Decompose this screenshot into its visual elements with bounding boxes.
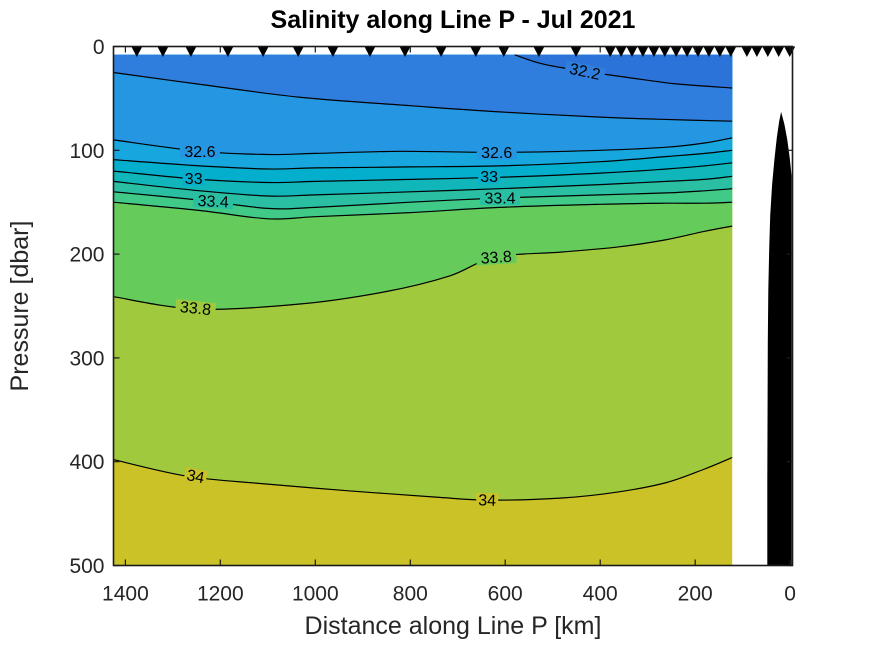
contour-label-text: 32.6 [481, 145, 512, 162]
contour-label-group: 34 [475, 492, 499, 510]
contour-label-mask [478, 169, 501, 184]
contour-label-mask [182, 171, 205, 186]
contour-line-32.4 [113, 71, 733, 122]
x-tick-label: 0 [784, 583, 796, 606]
y-tick-label: 300 [69, 347, 104, 370]
station-marker-triangle [681, 46, 693, 57]
station-marker-triangle [648, 46, 660, 57]
contour-label-group: 32.6 [476, 145, 517, 162]
chart-title: Salinity along Line P - Jul 2021 [271, 6, 636, 34]
contour-label-mask [480, 191, 520, 205]
station-marker-triangle [470, 46, 482, 57]
station-marker-triangle [773, 46, 785, 57]
contour-line-32.2 [514, 54, 733, 89]
contour-label-group: 32.6 [179, 144, 220, 161]
contour-label-text: 33 [480, 169, 498, 186]
contour-label-mask [192, 193, 234, 210]
y-tick-label: 400 [69, 451, 104, 474]
station-marker-triangle [327, 46, 339, 57]
station-marker-triangle [570, 46, 582, 57]
bathymetry-wedge [767, 111, 792, 566]
x-tick-label: 400 [583, 583, 618, 606]
station-marker-triangle [762, 46, 774, 57]
station-marker-triangle [364, 46, 376, 57]
contour-fill-bands [113, 54, 733, 566]
contour-label-mask [179, 144, 220, 159]
station-marker-triangle [435, 46, 447, 57]
contour-line-33.6 [113, 201, 733, 220]
x-axis-label: Distance along Line P [km] [305, 612, 602, 640]
contour-label-mask [174, 299, 217, 318]
x-tick-label: 600 [488, 583, 523, 606]
contour-label-text: 32.2 [568, 61, 602, 84]
station-marker-triangle [703, 46, 715, 57]
contour-label-group: 34 [183, 467, 208, 487]
contour-label-text: 33.4 [484, 191, 515, 208]
station-marker-triangle [615, 46, 627, 57]
y-tick-label: 200 [69, 244, 104, 267]
station-marker-triangle [637, 46, 649, 57]
station-marker-triangle [725, 46, 737, 57]
x-tick-label: 1400 [102, 583, 149, 606]
contour-label-mask [476, 145, 517, 160]
contour-label-text: 32.6 [184, 144, 215, 161]
contour-line-32.6 [113, 137, 733, 156]
station-marker-triangle [604, 46, 616, 57]
x-tick-label: 1000 [292, 583, 339, 606]
station-marker-triangle [741, 46, 753, 57]
contour-label-text: 34 [478, 492, 496, 510]
contour-label-group: 33.8 [475, 248, 517, 268]
contour-label-text: 34 [185, 467, 206, 487]
contour-label-text: 33.4 [197, 193, 229, 212]
station-marker-triangle [157, 46, 169, 57]
station-marker-triangle [626, 46, 638, 57]
station-marker-triangle [533, 46, 545, 57]
contour-line-33.2 [113, 175, 733, 197]
station-marker-triangle [670, 46, 682, 57]
axes-box-and-ticks [112, 45, 794, 567]
station-marker-triangle [751, 46, 763, 57]
axes-box [112, 45, 794, 567]
station-marker-triangle [292, 46, 304, 57]
station-markers [131, 46, 796, 57]
tick-labels: 1400 1200 1000 800 600 400 200 0 0 100 200 300 400 50… [69, 36, 795, 606]
contour-labels: 32.2 32.6 32.6 33 33 33.4 33.4 33.8 33.8 34 34 [174, 60, 607, 510]
contour-label-group: 33.4 [192, 193, 234, 212]
x-tick-label: 200 [678, 583, 713, 606]
contour-label-text: 33.8 [480, 249, 512, 268]
y-tick-label: 100 [69, 140, 104, 163]
contour-line-33 [113, 162, 733, 184]
station-marker-triangle [222, 46, 234, 57]
y-axis-label: Pressure [dbar] [6, 221, 34, 392]
contour-label-group: 33 [182, 171, 205, 188]
station-marker-triangle [185, 46, 197, 57]
station-marker-triangle [257, 46, 269, 57]
y-tick-label: 500 [69, 555, 104, 578]
contour-label-mask [475, 248, 517, 266]
contour-label-group: 33.4 [480, 191, 520, 208]
contour-label-mask [475, 492, 499, 508]
station-marker-triangle [131, 46, 143, 57]
contour-label-group: 33.8 [174, 299, 217, 319]
contour-label-mask [563, 60, 607, 83]
station-marker-triangle [498, 46, 510, 57]
contour-label-mask [183, 467, 208, 486]
station-marker-triangle [399, 46, 411, 57]
x-tick-label: 1200 [197, 583, 244, 606]
contour-label-text: 33 [185, 171, 203, 188]
x-tick-label: 800 [393, 583, 428, 606]
contour-label-group: 32.2 [563, 60, 607, 84]
contour-label-text: 33.8 [179, 299, 212, 319]
contour-line-32.8 [113, 149, 733, 170]
contour-label-group: 33 [478, 169, 501, 186]
station-marker-triangle [659, 46, 671, 57]
y-tick-label: 0 [93, 36, 105, 59]
station-marker-triangle [714, 46, 726, 57]
bathymetry-mask [767, 111, 792, 566]
